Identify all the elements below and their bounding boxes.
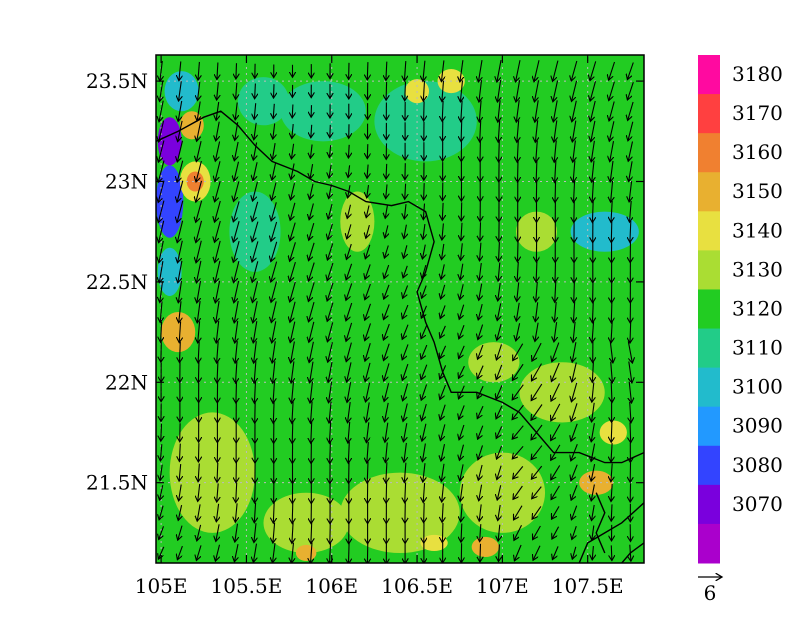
reference-vector-label: 6 [704,581,717,605]
reference-vector: 6 [698,577,722,605]
colorbar-swatch [698,485,720,525]
wind-vector [461,121,462,142]
colorbar-swatch [698,172,720,212]
colorbar-label: 3110 [732,336,783,360]
y-tick-label: 21.5N [86,471,148,495]
wind-vector [386,482,387,503]
wind-vector [330,522,331,544]
colorbar-swatch [698,368,720,408]
wind-vector [611,221,612,243]
y-tick-label: 22N [105,370,148,394]
wind-vector [292,422,293,444]
wind-vector [386,82,387,100]
colorbar-swatch [698,211,720,251]
wind-vector [292,502,293,523]
colorbar-label: 3130 [732,257,783,281]
wind-vector [367,62,368,80]
wind-vector [630,321,631,343]
colorbar-label: 3080 [732,453,783,477]
contour-patch [170,412,255,532]
contour-patch [472,537,499,557]
x-tick-label: 106.5E [381,574,453,598]
colorbar-label: 3140 [732,218,783,242]
colorbar-label: 3090 [732,414,783,438]
x-tick-label: 105E [135,574,188,598]
colorbar-swatch [698,407,720,447]
contour-patch [263,493,348,553]
y-tick-label: 23.5N [86,69,148,93]
contour-field [156,55,644,563]
wind-vector [574,281,575,302]
wind-vector [611,301,612,323]
contour-patch [519,362,604,422]
x-tick-label: 106E [305,574,358,598]
wind-vector [518,161,519,183]
contour-patch [296,545,316,561]
wind-vector [367,144,368,159]
wind-vector [330,125,331,138]
wind-vector [611,545,612,560]
wind-vector [555,181,556,203]
colorbar-label: 3070 [732,492,783,516]
wind-vector [255,483,256,504]
wind-vector [574,201,575,223]
colorbar-label: 3160 [732,140,783,164]
colorbar-swatch [698,94,720,134]
wind-vector [274,84,275,98]
wind-vector [161,424,162,441]
wind-vector [386,164,387,179]
wind-vector [424,101,425,121]
wind-vector [424,183,425,200]
x-tick-label: 107.5E [552,574,624,598]
wind-vector [292,105,293,118]
wind-vector [236,382,237,404]
wind-vector [480,544,481,562]
wind-vector [198,362,199,383]
colorbar-swatch [698,524,720,564]
wind-vector [630,422,631,442]
contour-patch [420,535,447,551]
colorbar-swatch [698,133,720,173]
colorbar-label: 3120 [732,296,783,320]
wind-vector [349,542,350,564]
wind-vector [461,202,462,221]
wind-vector [236,63,237,79]
y-tick-label: 22.5N [86,270,148,294]
colorbar-swatch [698,250,720,290]
wind-vector [611,423,612,443]
colorbar-swatch [698,55,720,95]
contour-patch [340,192,374,252]
x-tick-label: 105.5E [211,574,283,598]
contour-patch [468,342,519,382]
colorbar-label: 3150 [732,179,783,203]
y-tick-label: 23N [105,169,148,193]
wind-vector [518,242,519,262]
contour-patch [165,71,199,111]
wind-vector [442,523,443,543]
wind-vector [255,402,256,424]
colorbar-swatch [698,289,720,329]
colorbar-label: 3100 [732,375,783,399]
contour-patch [600,420,627,444]
wind-vector [198,443,199,462]
colorbar-label: 3170 [732,101,783,125]
contour-patch [238,77,289,125]
wind-vector [555,261,556,282]
contour-patch [281,81,366,141]
colorbar-swatch [698,446,720,486]
x-tick-label: 107E [476,574,529,598]
colorbar-label: 3180 [732,62,783,86]
wind-vector [424,503,425,523]
colorbar: 3180 3170 3160 3150 3140 3130 3120 3110 3100 3090… [698,55,783,564]
contour-patch [571,212,639,252]
wind-vector [499,141,500,163]
contour-patch [579,471,613,495]
wind-vector [330,442,331,464]
wind-vector [480,222,481,241]
colorbar-swatch [698,329,720,369]
contour-patch [161,312,195,352]
